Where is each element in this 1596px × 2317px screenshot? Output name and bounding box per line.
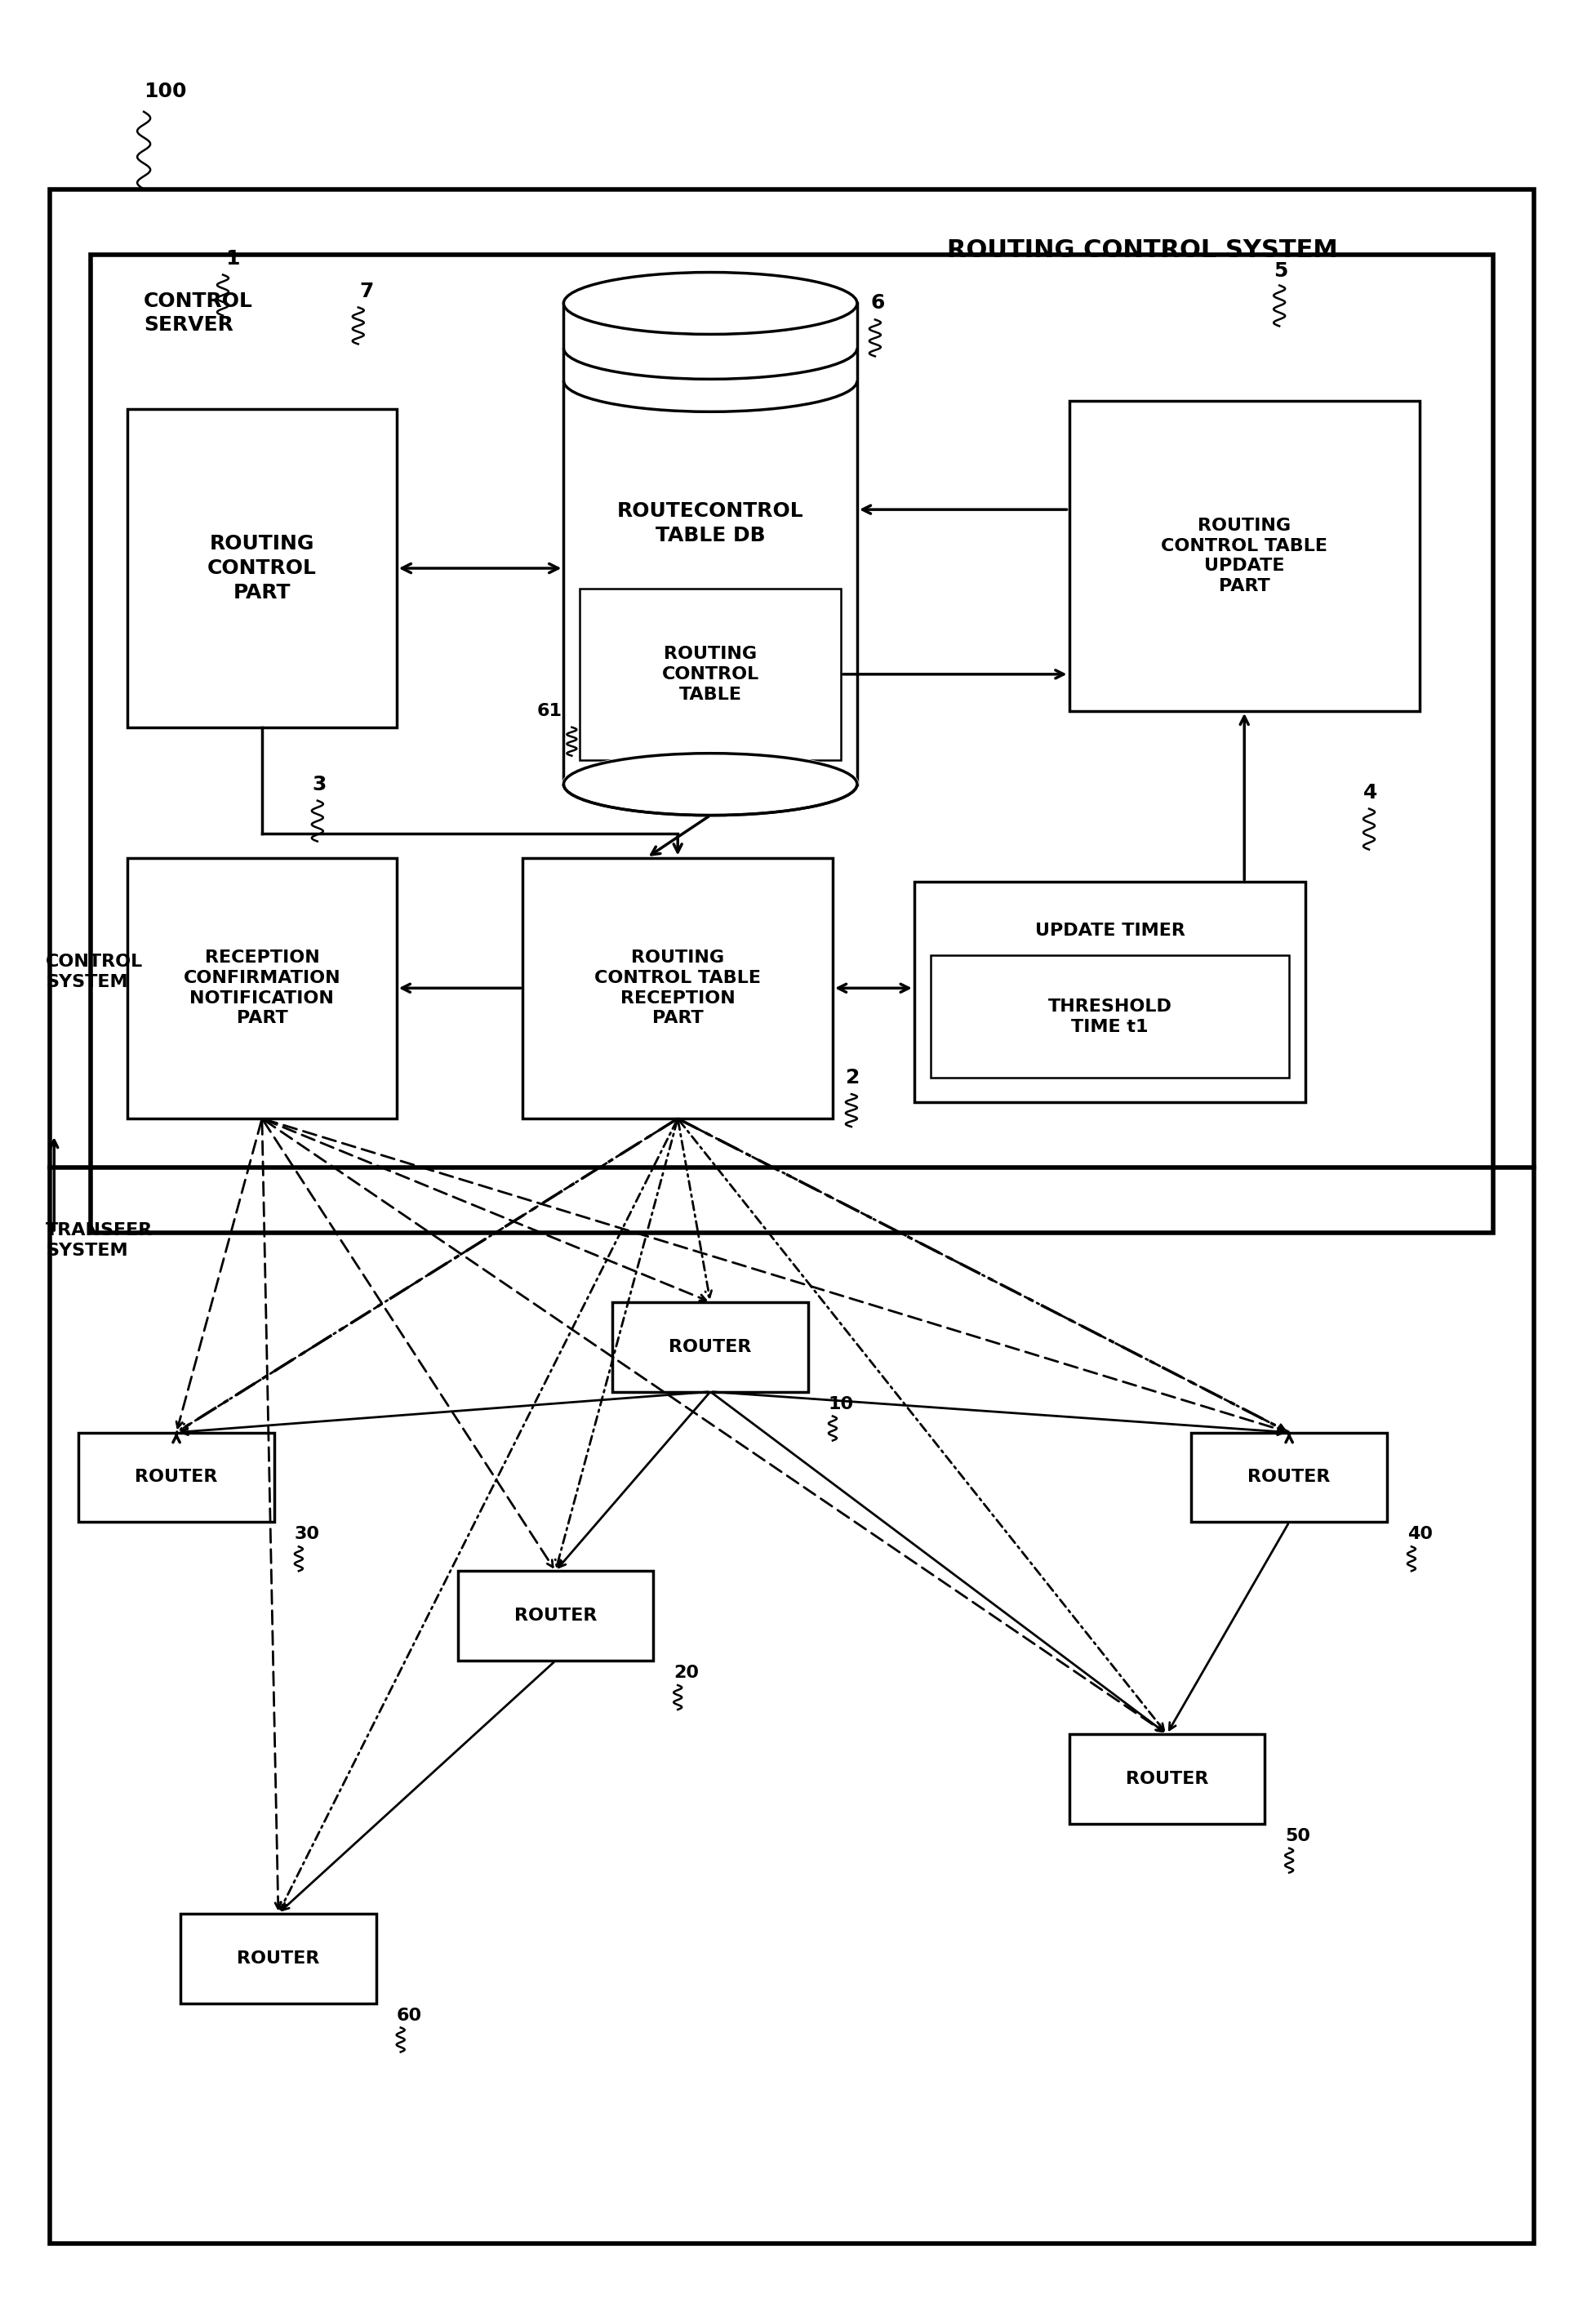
Text: ROUTING
CONTROL
TABLE: ROUTING CONTROL TABLE (662, 646, 760, 702)
Text: 40: 40 (1408, 1527, 1433, 1543)
Text: UPDATE TIMER: UPDATE TIMER (1034, 922, 1184, 938)
Bar (458, 1571, 653, 1661)
Text: THRESHOLD
TIME t1: THRESHOLD TIME t1 (1049, 999, 1171, 1036)
Text: ROUTER: ROUTER (1248, 1469, 1331, 1485)
Text: ROUTING
CONTROL TABLE
UPDATE
PART: ROUTING CONTROL TABLE UPDATE PART (1160, 517, 1328, 595)
Text: ROUTING CONTROL SYSTEM: ROUTING CONTROL SYSTEM (946, 239, 1337, 262)
Bar (930, 955, 1290, 1077)
Text: ROUTER: ROUTER (669, 1339, 752, 1355)
Bar (128, 410, 396, 728)
Text: TRANSFER
SYSTEM: TRANSFER SYSTEM (46, 1223, 153, 1258)
Bar (128, 857, 396, 1119)
Text: 61: 61 (536, 702, 562, 718)
Text: ROUTING
CONTROL
PART: ROUTING CONTROL PART (207, 535, 316, 602)
Text: 3: 3 (311, 774, 326, 795)
Bar (180, 1914, 377, 2004)
Text: CONTROL
SYSTEM: CONTROL SYSTEM (46, 955, 144, 989)
Text: CONTROL
SERVER: CONTROL SERVER (144, 292, 254, 336)
Text: 60: 60 (396, 2007, 421, 2023)
Ellipse shape (563, 273, 857, 334)
Bar (91, 255, 1492, 1233)
Bar (915, 883, 1306, 1103)
Text: RECEPTION
CONFIRMATION
NOTIFICATION
PART: RECEPTION CONFIRMATION NOTIFICATION PART (184, 950, 340, 1026)
Bar (1069, 401, 1419, 711)
Ellipse shape (563, 753, 857, 816)
Text: ROUTECONTROL
TABLE DB: ROUTECONTROL TABLE DB (618, 500, 804, 544)
Text: ROUTER: ROUTER (1125, 1770, 1208, 1786)
Text: 2: 2 (846, 1068, 860, 1087)
Text: ROUTER: ROUTER (136, 1469, 217, 1485)
Bar (579, 589, 841, 760)
Text: ROUTER: ROUTER (236, 1951, 319, 1967)
Text: 50: 50 (1285, 1828, 1310, 1844)
Bar (613, 1302, 808, 1393)
Text: ROUTER: ROUTER (514, 1608, 597, 1624)
Text: 6: 6 (870, 294, 884, 313)
Text: 1: 1 (225, 248, 239, 269)
Text: 100: 100 (144, 81, 187, 102)
Text: 7: 7 (359, 280, 373, 301)
Bar (523, 857, 833, 1119)
Bar (1069, 1733, 1264, 1823)
Bar (49, 190, 1534, 2243)
Text: 4: 4 (1363, 783, 1377, 802)
Bar (78, 1432, 275, 1522)
Text: 10: 10 (828, 1395, 854, 1411)
Text: 5: 5 (1274, 262, 1288, 280)
Bar (1191, 1432, 1387, 1522)
Text: 30: 30 (295, 1527, 319, 1543)
Text: ROUTING
CONTROL TABLE
RECEPTION
PART: ROUTING CONTROL TABLE RECEPTION PART (594, 950, 761, 1026)
Text: 20: 20 (674, 1666, 699, 1682)
